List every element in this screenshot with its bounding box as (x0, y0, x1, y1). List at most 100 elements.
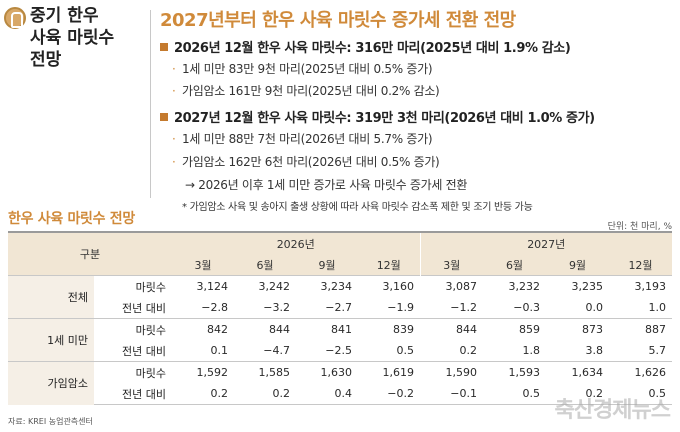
table-cell: 859 (483, 318, 546, 340)
table-cell: 3,234 (296, 275, 358, 297)
table-cell: 1,630 (296, 361, 358, 383)
header-month: 6월 (234, 254, 296, 276)
bullet-text: 2026년 12월 한우 사육 마릿수: 316만 마리(2025년 대비 1.… (174, 41, 571, 56)
table-cell: 3,235 (546, 275, 609, 297)
table-cell: −3.2 (263, 301, 290, 314)
table-cell: −0.1 (420, 383, 483, 405)
header-group: 구분 (8, 231, 172, 276)
table-cell: −1.9 (387, 301, 414, 314)
arrow-right-icon: → (185, 178, 195, 192)
source-note: 자료: KREI 농업관측센터 (8, 417, 93, 426)
table-cell: 1.8 (522, 344, 541, 357)
sub-bullet-text: 1세 미만 88만 7천 마리(2026년 대비 5.7% 증가) (182, 132, 433, 146)
footnote: * 가임암소 사육 및 송아지 출생 상황에 따라 사육 마릿수 감소폭 제한 … (182, 202, 533, 213)
table-cell: 0.2 (234, 383, 296, 405)
sub-bullet-text: 1세 미만 83만 9천 마리(2025년 대비 0.5% 증가) (182, 62, 433, 76)
bullet-text: 2027년 12월 한우 사육 마릿수: 319만 3천 마리(2026년 대비… (174, 111, 595, 126)
table-row: 가임암소 마릿수 1,592 1,585 1,630 1,619 1,590 1,593 1,6… (8, 361, 672, 405)
side-title-line: 전망 (30, 50, 62, 70)
row-label: 전년 대비 (94, 383, 172, 405)
header-month: 3월 (419, 254, 483, 276)
table-cell: 1.0 (648, 301, 667, 314)
table-cell: 844 (420, 318, 483, 340)
table-cell: 5.7 (648, 344, 667, 357)
row-label: 전년 대비 (122, 301, 166, 315)
header-month: 12월 (358, 254, 420, 276)
table-cell: 841 (296, 318, 358, 340)
table-cell: 844 (234, 318, 296, 340)
table-cell: 0.2 (459, 344, 478, 357)
header-month: 9월 (296, 254, 358, 276)
table-cell: 0.2 (546, 383, 609, 405)
dot-icon: · (172, 155, 176, 169)
table-cell: 0.4 (296, 383, 358, 405)
table-cell: 1,590 (420, 361, 483, 383)
header-year: 2027년 (419, 231, 672, 254)
sub-bullet: · 1세 미만 83만 9천 마리(2025년 대비 0.5% 증가) (172, 60, 433, 77)
table-cell: −1.2 (450, 301, 477, 314)
side-title-line: 사육 마릿수 (30, 28, 115, 48)
table-cell: 3,193 (609, 275, 672, 297)
table-cell: 3.8 (585, 344, 604, 357)
table-cell: 1,593 (483, 361, 546, 383)
forecast-table: 구분 2026년 2027년 3월 6월 9월 12월 3월 6월 9월 12월… (8, 231, 672, 405)
row-label: 마릿수 (94, 361, 172, 383)
table-cell: 887 (609, 318, 672, 340)
table-cell: 839 (358, 318, 420, 340)
logo-icon (4, 7, 26, 29)
side-title: 중기 한우 사육 마릿수 전망 (30, 5, 148, 71)
group-label: 가임암소 (8, 361, 94, 405)
group-label: 전체 (8, 275, 94, 319)
table-cell: 1,619 (358, 361, 420, 383)
table-cell: 0.5 (609, 383, 672, 405)
table-cell: −0.2 (358, 383, 420, 405)
row-label: 마릿수 (94, 318, 172, 340)
table-row: 전년 대비 0.1 −4.7 −2.5 0.5 0.2 1.8 3.8 5.7 (8, 340, 672, 362)
bullet-2026: 2026년 12월 한우 사육 마릿수: 316만 마리(2025년 대비 1.… (160, 37, 571, 56)
table-row: 전년 대비 −2.8 −3.2 −2.7 −1.9 −1.2 −0.3 0.0 1.0 (8, 297, 672, 319)
table-cell: 873 (546, 318, 609, 340)
table-cell: −2.5 (325, 344, 352, 357)
vertical-divider (150, 10, 151, 198)
table-cell: 3,160 (358, 275, 420, 297)
table-cell: 3,124 (172, 275, 234, 297)
bullet-2027: 2027년 12월 한우 사육 마릿수: 319만 3천 마리(2026년 대비… (160, 107, 595, 126)
header-year: 2026년 (172, 231, 420, 254)
watermark: 축산경제뉴스 (554, 398, 671, 423)
table-row: 전년 대비 0.2 0.2 0.4 −0.2 −0.1 0.5 0.2 0.5 (8, 383, 672, 405)
table-cell: 0.5 (396, 344, 415, 357)
arrow-summary: → 2026년 이후 1세 미만 증가로 사육 마릿수 증가세 전환 (185, 176, 467, 193)
table-cell: 1,592 (172, 361, 234, 383)
square-bullet-icon (160, 43, 168, 51)
header-month: 6월 (483, 254, 546, 276)
table-cell: 3,087 (420, 275, 483, 297)
sub-bullet: · 가임암소 161만 9천 마리(2025년 대비 0.2% 감소) (172, 82, 440, 99)
row-label: 전년 대비 (122, 344, 166, 358)
sub-bullet: · 1세 미만 88만 7천 마리(2026년 대비 5.7% 증가) (172, 130, 433, 147)
header-month: 3월 (172, 254, 234, 276)
table-cell: 1,626 (609, 361, 672, 383)
table-cell: 0.2 (172, 383, 234, 405)
table-cell: −0.3 (513, 301, 540, 314)
dot-icon: · (172, 62, 176, 76)
dot-icon: · (172, 132, 176, 146)
table-cell: 842 (172, 318, 234, 340)
sub-bullet: · 가임암소 162만 6천 마리(2026년 대비 0.5% 증가) (172, 153, 440, 170)
table-title: 한우 사육 마릿수 전망 (8, 211, 135, 227)
sub-bullet-text: 가임암소 161만 9천 마리(2025년 대비 0.2% 감소) (182, 84, 440, 98)
dot-icon: · (172, 84, 176, 98)
table-header-row: 3월 6월 9월 12월 3월 6월 9월 12월 (8, 254, 672, 276)
arrow-summary-text: 2026년 이후 1세 미만 증가로 사육 마릿수 증가세 전환 (198, 178, 468, 192)
group-label: 1세 미만 (8, 318, 94, 362)
table-cell: 0.0 (585, 301, 604, 314)
main-title: 2027년부터 한우 사육 마릿수 증가세 전환 전망 (160, 10, 516, 31)
table-cell: −4.7 (263, 344, 290, 357)
square-bullet-icon (160, 113, 168, 121)
table-cell: 3,242 (234, 275, 296, 297)
header-month: 12월 (609, 254, 672, 276)
table-row: 1세 미만 마릿수 842 844 841 839 844 859 873 887 (8, 318, 672, 362)
table-cell: −2.7 (325, 301, 352, 314)
table-cell: 1,585 (234, 361, 296, 383)
unit-label: 단위: 천 마리, % (607, 222, 672, 232)
table-cell: 3,232 (483, 275, 546, 297)
